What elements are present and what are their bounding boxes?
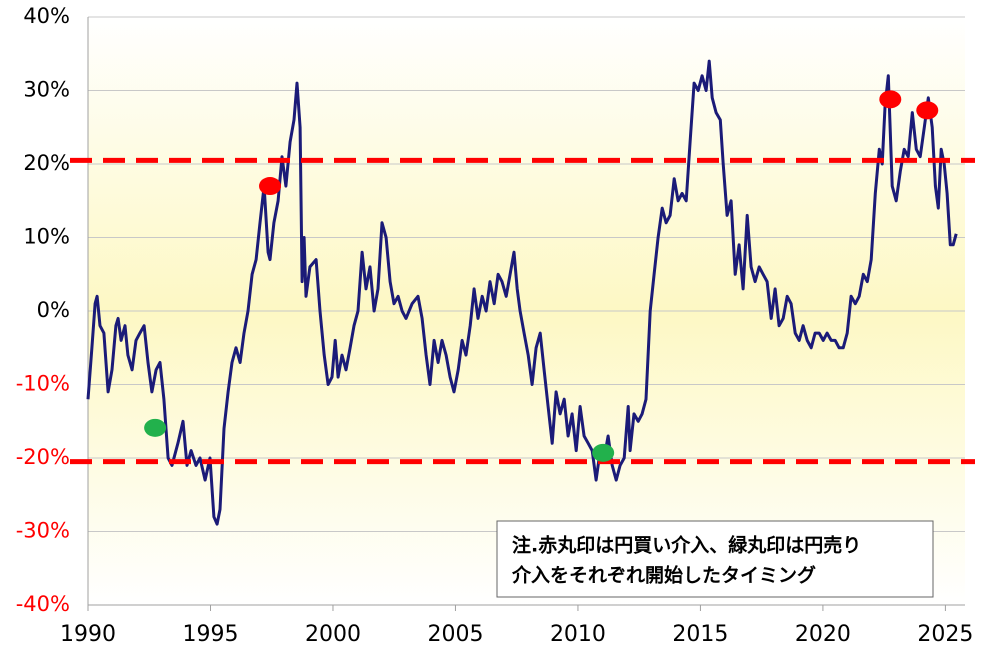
- y-tick-label: 30%: [23, 78, 70, 102]
- x-tick-label: 1990: [60, 622, 116, 647]
- y-tick-label: 20%: [23, 151, 70, 175]
- x-tick-label: 2005: [427, 622, 483, 647]
- y-tick-label: 0%: [37, 298, 70, 322]
- plot: [70, 16, 975, 611]
- intervention-marker: [879, 90, 902, 109]
- x-tick-label: 2010: [550, 622, 606, 647]
- annotation-line: 注.赤丸印は円買い介入、緑丸印は円売り: [512, 534, 861, 557]
- y-tick-label: 10%: [23, 225, 70, 249]
- y-tick-label: 40%: [23, 4, 70, 28]
- y-tick-label: -10%: [16, 372, 70, 396]
- intervention-marker: [259, 177, 282, 196]
- annotation-box: [496, 520, 934, 598]
- y-tick-label: -30%: [16, 519, 70, 543]
- x-tick-label: 2025: [917, 622, 973, 647]
- intervention-marker: [916, 101, 939, 120]
- x-tick-label: 2000: [305, 622, 361, 647]
- x-tick-label: 2015: [672, 622, 728, 647]
- intervention-marker: [144, 418, 167, 437]
- y-tick-label: -40%: [16, 592, 70, 616]
- x-tick-label: 1995: [182, 622, 238, 647]
- y-tick-label: -20%: [16, 445, 70, 469]
- annotation-line: 介入をそれぞれ開始したタイミング: [511, 564, 816, 587]
- x-tick-label: 2020: [795, 622, 851, 647]
- intervention-marker: [592, 443, 615, 462]
- data-line: [86, 59, 958, 526]
